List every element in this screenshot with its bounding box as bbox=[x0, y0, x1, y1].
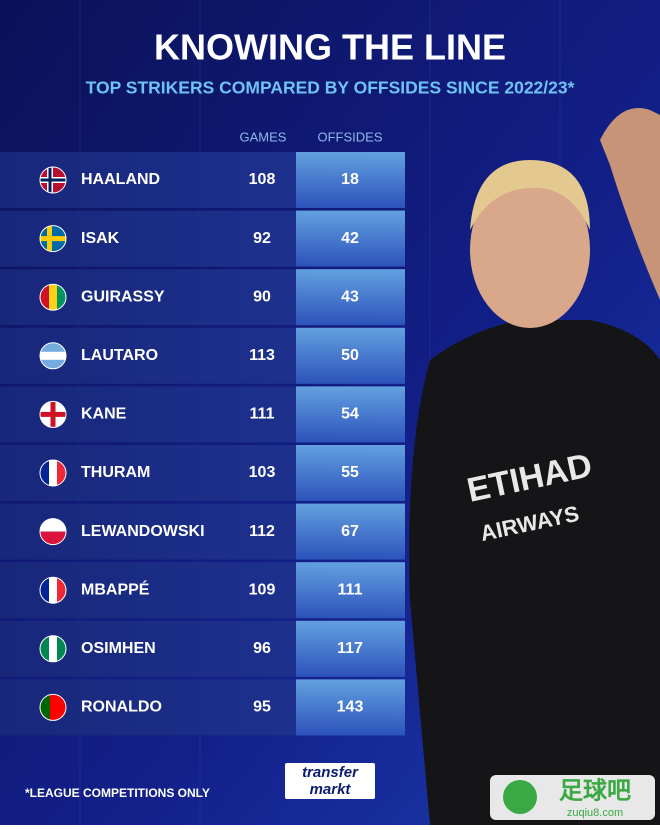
games: 90 bbox=[253, 288, 271, 305]
offsides: 18 bbox=[341, 171, 359, 188]
games: 113 bbox=[249, 347, 275, 364]
player-name: GUIRASSY bbox=[81, 288, 165, 305]
player-name: KANE bbox=[81, 406, 127, 423]
games: 96 bbox=[253, 640, 271, 657]
player-photo: ETIHAD AIRWAYS bbox=[409, 108, 660, 825]
flag-border bbox=[39, 635, 67, 663]
offsides: 55 bbox=[341, 464, 359, 481]
offsides: 54 bbox=[341, 406, 359, 423]
offsides-cell bbox=[296, 562, 405, 619]
flag-part bbox=[57, 460, 66, 486]
flag-border bbox=[39, 283, 67, 311]
player-name: LAUTARO bbox=[81, 347, 158, 364]
watermark-brand: 足球吧 bbox=[559, 777, 631, 804]
flag bbox=[40, 577, 66, 604]
flag-part bbox=[40, 178, 66, 182]
offsides-cell bbox=[296, 269, 405, 326]
flag-part bbox=[49, 460, 57, 486]
flag-border bbox=[39, 693, 67, 721]
games: 109 bbox=[249, 581, 276, 598]
offsides: 111 bbox=[338, 581, 363, 598]
flag bbox=[40, 342, 66, 369]
logo-text: markt bbox=[310, 781, 352, 798]
flag bbox=[40, 635, 66, 662]
flag-part bbox=[40, 460, 49, 486]
offsides-cell bbox=[296, 210, 405, 267]
flag-part bbox=[40, 635, 49, 662]
column-header: GAMES bbox=[240, 129, 287, 144]
flag-part bbox=[40, 236, 66, 242]
flag-border bbox=[39, 342, 67, 370]
flag-border bbox=[39, 459, 67, 487]
offsides-cell bbox=[296, 679, 405, 736]
footnote: *LEAGUE COMPETITIONS ONLY bbox=[25, 786, 210, 800]
flag bbox=[40, 518, 66, 545]
logo-text: transfer bbox=[302, 764, 359, 781]
table: HAALAND 108 18 ISAK 92 42 GUIRASSY 90 43 LAUTARO 1… bbox=[0, 152, 405, 736]
flag-part bbox=[49, 284, 57, 311]
offsides-cell bbox=[296, 327, 405, 384]
flag-part bbox=[57, 284, 66, 311]
flag-part bbox=[57, 635, 66, 662]
flag-border bbox=[39, 576, 67, 604]
flag-part bbox=[40, 694, 50, 721]
flag-part bbox=[49, 635, 57, 662]
offsides-cell bbox=[296, 620, 405, 677]
player-name: LEWANDOWSKI bbox=[81, 523, 205, 540]
title: KNOWING THE LINE bbox=[154, 27, 506, 68]
games: 108 bbox=[249, 171, 276, 188]
watermark-site: zuqiu8.com bbox=[567, 807, 623, 819]
flag-part bbox=[57, 577, 66, 604]
offsides-cell bbox=[296, 386, 405, 443]
offsides-cell bbox=[296, 503, 405, 560]
player-name: RONALDO bbox=[81, 699, 162, 716]
flag-part bbox=[40, 411, 66, 417]
flag bbox=[40, 401, 66, 428]
games: 95 bbox=[253, 699, 271, 716]
flag bbox=[40, 167, 66, 193]
offsides: 67 bbox=[341, 523, 359, 540]
flag-border bbox=[39, 400, 67, 428]
offsides: 143 bbox=[337, 699, 364, 716]
logo: transfer markt bbox=[285, 763, 375, 799]
flag-border bbox=[39, 166, 67, 194]
flag bbox=[40, 225, 66, 252]
player-name: MBAPPÉ bbox=[81, 579, 150, 598]
offsides: 42 bbox=[341, 230, 359, 247]
player-name: ISAK bbox=[81, 230, 120, 247]
column-header: OFFSIDES bbox=[317, 129, 382, 144]
flag bbox=[40, 694, 66, 721]
flag-border bbox=[39, 225, 67, 253]
player-name: HAALAND bbox=[81, 171, 160, 188]
subtitle: TOP STRIKERS COMPARED BY OFFSIDES SINCE … bbox=[86, 78, 575, 98]
offsides: 50 bbox=[341, 347, 359, 364]
offsides-cell bbox=[296, 445, 405, 501]
offsides-cell bbox=[296, 152, 405, 208]
games: 111 bbox=[250, 406, 275, 423]
offsides: 117 bbox=[337, 640, 363, 657]
watermark: 足球吧 zuqiu8.com bbox=[490, 775, 655, 820]
flag-part bbox=[50, 694, 66, 721]
flag bbox=[40, 284, 66, 311]
games: 112 bbox=[249, 523, 275, 540]
games: 92 bbox=[253, 230, 271, 247]
flag-part bbox=[40, 284, 49, 311]
flag-border bbox=[39, 518, 67, 546]
flag bbox=[40, 460, 66, 486]
flag-part bbox=[49, 577, 57, 604]
player-name: OSIMHEN bbox=[81, 640, 156, 657]
flag-part bbox=[40, 577, 49, 604]
flag-part bbox=[40, 531, 66, 545]
games: 103 bbox=[249, 464, 276, 481]
offsides: 43 bbox=[341, 288, 359, 305]
player-name: THURAM bbox=[81, 464, 150, 481]
flag-part bbox=[40, 518, 66, 532]
flag-part bbox=[40, 351, 66, 360]
